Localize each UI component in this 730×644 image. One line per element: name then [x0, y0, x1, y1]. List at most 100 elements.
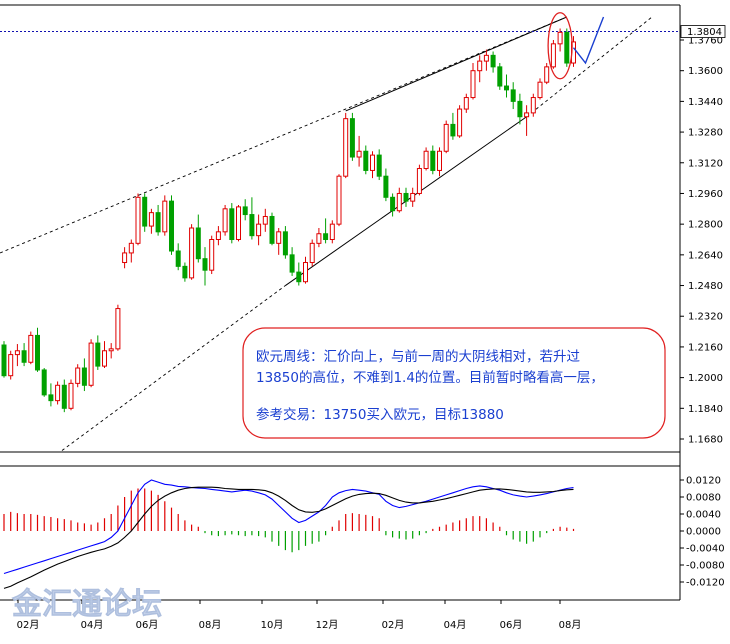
lower-trendline-dashed-right [526, 16, 653, 118]
candle [544, 63, 550, 85]
candle-body [276, 231, 282, 244]
candle-body [95, 342, 101, 367]
candle-body [242, 206, 248, 216]
candle [383, 168, 389, 202]
candle [316, 227, 322, 248]
candle [423, 147, 429, 171]
candle-body [162, 200, 168, 233]
candle [410, 187, 416, 207]
candle-body [28, 334, 34, 363]
candle [175, 243, 181, 271]
candle [430, 145, 436, 175]
macd-tick-label: 0.0040 [686, 510, 721, 521]
candle [416, 164, 422, 196]
candle-body [8, 354, 14, 377]
upper-trendline-dashed [0, 16, 567, 254]
candle [356, 135, 362, 167]
price-tick-label: 1.3120 [688, 158, 723, 169]
candle-body [148, 212, 154, 227]
candle [41, 368, 47, 397]
candle-body [189, 227, 195, 279]
candle [88, 339, 94, 388]
x-tick-label: 08月 [199, 619, 222, 631]
candle-body [175, 250, 181, 267]
candle [510, 82, 516, 110]
candle-body [323, 233, 329, 241]
candle [483, 49, 489, 71]
candle [470, 63, 476, 100]
candle-body [1, 344, 7, 377]
candle [14, 344, 20, 367]
candle [370, 151, 375, 179]
candle-body [202, 258, 208, 271]
candle [81, 358, 87, 392]
macd-line-blue [3, 479, 574, 575]
chart-frame [0, 4, 681, 601]
candle [169, 195, 174, 255]
candle-body [557, 31, 563, 45]
candle-body [336, 175, 342, 225]
x-tick-label: 06月 [500, 619, 523, 631]
candle-body [122, 252, 128, 264]
macd-tick-label: -0.0040 [686, 544, 725, 555]
candle [21, 343, 27, 367]
candle-body [269, 215, 275, 244]
candle-body [530, 97, 536, 114]
candle [162, 195, 168, 236]
candle-body [564, 31, 570, 64]
candle-body [376, 154, 382, 177]
candle-body [349, 118, 355, 158]
price-tick-label: 1.2160 [688, 342, 723, 353]
candle-body [477, 60, 483, 72]
candle [403, 187, 409, 207]
x-tick-label: 04月 [444, 619, 467, 631]
candle-body [370, 154, 375, 171]
candle [182, 262, 188, 282]
candle [457, 105, 463, 138]
current-price-label: 1.3804 [687, 27, 722, 38]
candle [363, 145, 369, 175]
candle-body [483, 54, 489, 62]
candle-body [262, 215, 268, 225]
candle-body [14, 350, 20, 356]
candle-body [510, 89, 516, 102]
candle [269, 212, 275, 246]
candle [497, 63, 503, 90]
candle-body [390, 196, 396, 212]
candle [349, 112, 355, 161]
candle [215, 226, 221, 246]
candle-body [544, 66, 550, 83]
candle [517, 93, 523, 125]
candle [68, 379, 74, 411]
candle-body [249, 214, 255, 237]
candle [376, 149, 382, 181]
x-tick-label: 04月 [81, 619, 104, 631]
candle-body [396, 192, 402, 212]
candle-body [229, 208, 235, 241]
candle [450, 112, 456, 140]
candle-body [142, 196, 148, 227]
x-tick-label: 02月 [382, 619, 405, 631]
macd-tick-label: -0.0120 [686, 578, 725, 589]
candle [108, 343, 114, 359]
price-tick-label: 1.1680 [688, 435, 723, 446]
price-tick-label: 1.2320 [688, 312, 723, 323]
candle [282, 226, 288, 259]
candle [309, 239, 315, 267]
candle-body [169, 200, 174, 252]
candle-body [135, 196, 141, 244]
candle-body [410, 192, 416, 202]
candle-body [215, 231, 221, 240]
candle [443, 120, 449, 154]
candle [390, 193, 396, 217]
candle [463, 93, 469, 113]
candle [537, 78, 543, 100]
macd-panel: 0.0120 0.0080 0.0040 0.0000 -0.0040 -0.0080 -0… [3, 476, 725, 589]
candle [303, 256, 308, 284]
candle-body [437, 150, 442, 171]
candle-body [517, 100, 523, 118]
forum-watermark: 金汇通论坛 [11, 587, 162, 622]
candle-body [457, 108, 463, 137]
analysis-note-line-3: 参考交易：13750买入欧元，目标13880 [256, 406, 504, 423]
